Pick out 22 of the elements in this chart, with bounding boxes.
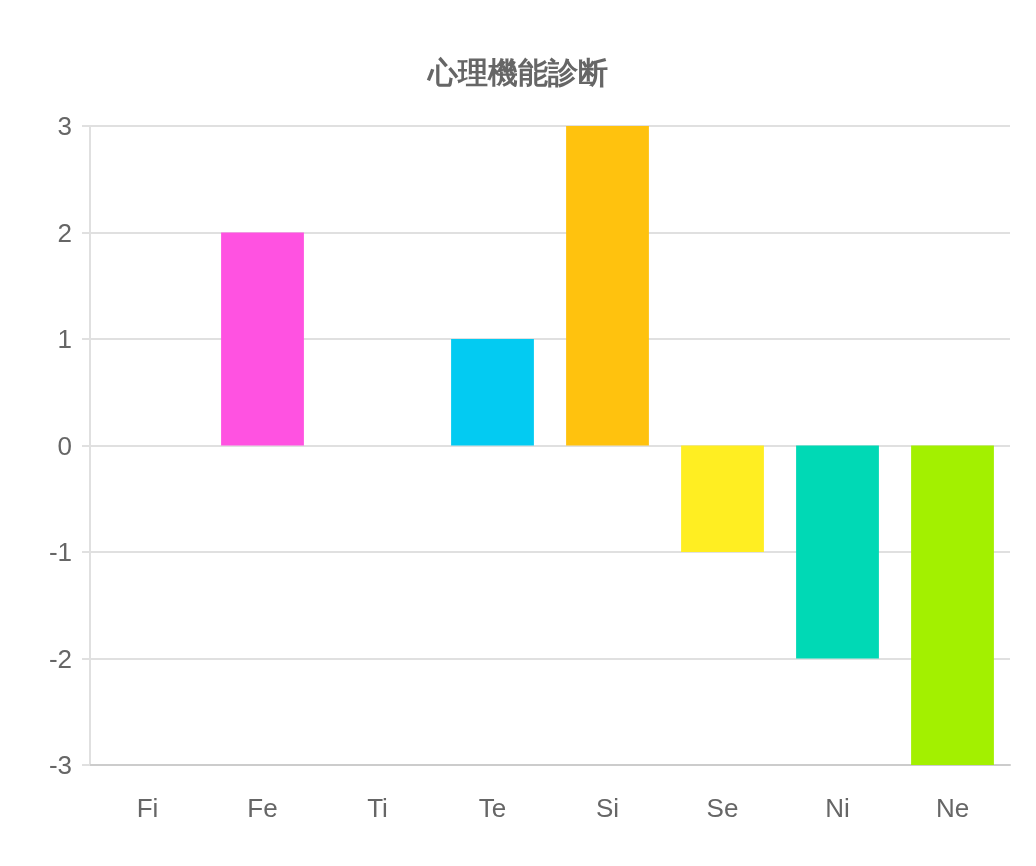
y-tick-label: 3 xyxy=(57,111,72,141)
y-tick-label: 0 xyxy=(57,430,72,461)
x-tick-label: Ti xyxy=(367,793,388,823)
y-tick-label: -1 xyxy=(48,537,72,567)
bar xyxy=(566,126,649,446)
y-tick-label: 1 xyxy=(57,324,72,354)
x-tick-label: Fe xyxy=(247,793,278,823)
bar xyxy=(911,445,994,765)
y-tick-label: -2 xyxy=(48,643,72,674)
x-tick-label: Ni xyxy=(825,793,850,823)
y-tick-label: 2 xyxy=(57,217,72,248)
bar xyxy=(796,445,879,659)
x-tick-label: Si xyxy=(595,793,620,823)
bar xyxy=(221,232,304,446)
x-tick-label: Se xyxy=(706,793,739,823)
chart-title: 心理機能診断 xyxy=(426,55,608,89)
x-tick-label: Te xyxy=(478,793,507,823)
bar xyxy=(451,339,534,446)
x-tick-label: Fi xyxy=(136,793,159,823)
bar xyxy=(681,445,764,552)
x-tick-label: Ne xyxy=(935,793,970,823)
y-tick-label: -3 xyxy=(48,750,72,780)
